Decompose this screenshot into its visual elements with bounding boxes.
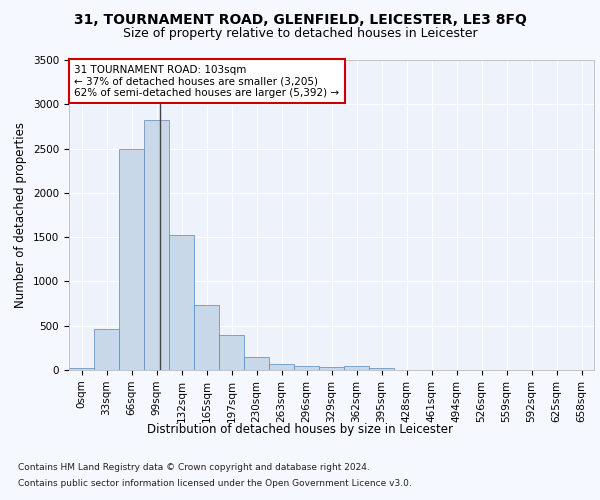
Bar — [369, 368, 394, 370]
Bar — [119, 148, 144, 370]
Bar — [94, 330, 119, 370]
Text: 31, TOURNAMENT ROAD, GLENFIELD, LEICESTER, LE3 8FQ: 31, TOURNAMENT ROAD, GLENFIELD, LEICESTE… — [74, 12, 526, 26]
Bar — [269, 364, 294, 370]
Text: Contains public sector information licensed under the Open Government Licence v3: Contains public sector information licen… — [18, 478, 412, 488]
Text: Distribution of detached houses by size in Leicester: Distribution of detached houses by size … — [147, 422, 453, 436]
Bar — [69, 368, 94, 370]
Bar — [294, 366, 319, 370]
Bar — [169, 236, 194, 370]
Bar — [244, 357, 269, 370]
Bar — [194, 306, 219, 370]
Text: Size of property relative to detached houses in Leicester: Size of property relative to detached ho… — [122, 28, 478, 40]
Bar — [144, 120, 169, 370]
Bar — [219, 336, 244, 370]
Text: Contains HM Land Registry data © Crown copyright and database right 2024.: Contains HM Land Registry data © Crown c… — [18, 464, 370, 472]
Y-axis label: Number of detached properties: Number of detached properties — [14, 122, 28, 308]
Text: 31 TOURNAMENT ROAD: 103sqm
← 37% of detached houses are smaller (3,205)
62% of s: 31 TOURNAMENT ROAD: 103sqm ← 37% of deta… — [74, 64, 340, 98]
Bar — [344, 366, 369, 370]
Bar — [319, 368, 344, 370]
